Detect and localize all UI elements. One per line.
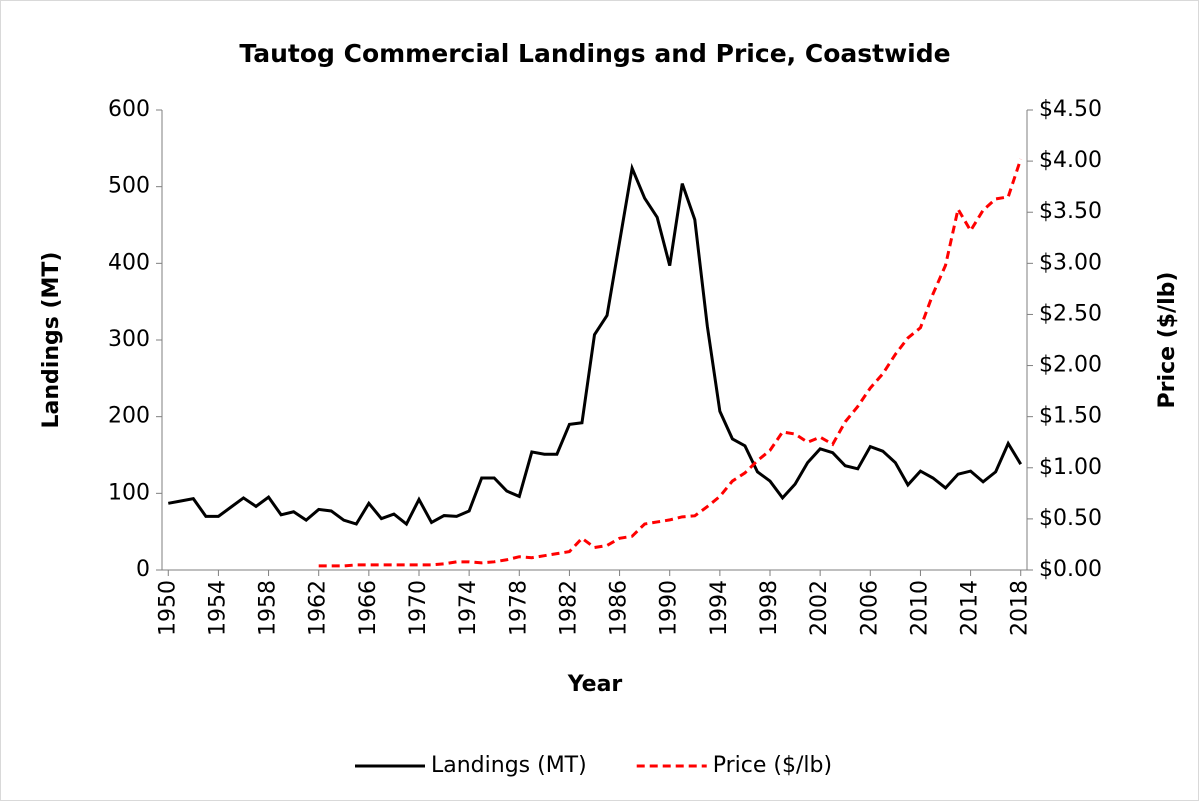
x-tick-label: 1974 bbox=[456, 580, 481, 636]
x-tick-label: 1998 bbox=[757, 580, 782, 636]
x-tick-label: 2006 bbox=[857, 580, 882, 636]
y2-tick-label: $3.50 bbox=[1039, 199, 1102, 224]
y-tick-label: 100 bbox=[108, 480, 150, 505]
x-axis-label: Year bbox=[567, 672, 623, 697]
x-tick-label: 2002 bbox=[807, 580, 832, 636]
y2-tick-label: $0.50 bbox=[1039, 506, 1102, 531]
series-line bbox=[167, 162, 1023, 527]
x-tick-label: 1978 bbox=[506, 580, 531, 636]
x-tick-label: 1982 bbox=[556, 580, 581, 636]
y2-axis-label: Price ($/lb) bbox=[1155, 272, 1180, 409]
y-tick-label: 500 bbox=[108, 174, 150, 199]
y-tick-label: 300 bbox=[108, 327, 150, 352]
x-tick-label: 1990 bbox=[657, 580, 682, 636]
x-tick-label: 1986 bbox=[607, 580, 632, 636]
y-tick-label: 0 bbox=[136, 557, 150, 582]
y2-tick-label: $4.50 bbox=[1039, 97, 1102, 122]
x-tick-label: 1970 bbox=[406, 580, 431, 636]
legend-label: Price ($/lb) bbox=[713, 753, 832, 778]
x-tick-label: 1954 bbox=[205, 580, 230, 636]
x-tick-label: 1994 bbox=[707, 580, 732, 636]
y2-tick-label: $1.00 bbox=[1039, 455, 1102, 480]
y2-tick-label: $2.00 bbox=[1039, 353, 1102, 378]
y-tick-label: 400 bbox=[108, 250, 150, 275]
legend-label: Landings (MT) bbox=[431, 753, 587, 778]
y2-tick-label: $2.50 bbox=[1039, 301, 1102, 326]
x-tick-label: 2014 bbox=[958, 580, 983, 636]
x-tick-label: 2010 bbox=[907, 580, 932, 636]
y-tick-label: 200 bbox=[108, 404, 150, 429]
y2-tick-label: $3.00 bbox=[1039, 250, 1102, 275]
y-tick-label: 600 bbox=[108, 97, 150, 122]
x-tick-label: 1958 bbox=[256, 580, 281, 636]
y2-tick-label: $4.00 bbox=[1039, 148, 1102, 173]
chart-title: Tautog Commercial Landings and Price, Co… bbox=[239, 39, 950, 68]
x-tick-label: 2018 bbox=[1008, 580, 1033, 636]
y2-tick-label: $0.00 bbox=[1039, 557, 1102, 582]
x-tick-label: 1950 bbox=[155, 580, 180, 636]
y2-tick-label: $1.50 bbox=[1039, 404, 1102, 429]
x-tick-label: 1962 bbox=[306, 580, 331, 636]
y-axis-label: Landings (MT) bbox=[39, 252, 64, 429]
x-tick-label: 1966 bbox=[356, 580, 381, 636]
series-line bbox=[318, 158, 1023, 568]
